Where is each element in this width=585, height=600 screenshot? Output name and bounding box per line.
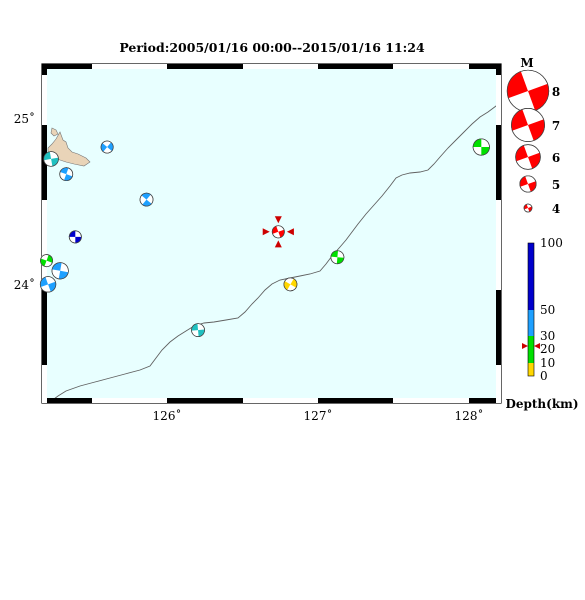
frame-bar-right bbox=[496, 125, 501, 200]
depth-band-50-100 bbox=[528, 243, 534, 310]
map-title: Period:2005/01/16 00:00--2015/01/16 11:2… bbox=[119, 40, 425, 55]
depth-colorbar: 100 50 30 20 10 0 Depth(km) bbox=[505, 236, 578, 411]
earthquake-event bbox=[271, 225, 285, 239]
frame-bar-bottom bbox=[167, 398, 243, 403]
latest-event-marker bbox=[274, 216, 282, 224]
x-tick-label: 127˚ bbox=[304, 408, 333, 423]
frame-bar-top bbox=[318, 64, 393, 69]
frame-bar-left bbox=[42, 75, 47, 125]
frame-bar-left bbox=[42, 365, 47, 403]
earthquake-event bbox=[39, 276, 57, 293]
magnitude-symbol bbox=[506, 69, 550, 113]
trench-line bbox=[49, 99, 502, 403]
depth-tick-label: 50 bbox=[540, 303, 555, 317]
earthquake-event bbox=[139, 192, 154, 207]
magnitude-symbols bbox=[506, 69, 550, 213]
earthquake-event bbox=[59, 167, 74, 182]
latest-event-marker bbox=[274, 240, 282, 248]
y-axis: 25˚ 24˚ bbox=[14, 111, 35, 292]
frame-bar-top bbox=[469, 64, 501, 69]
frame-bar-right bbox=[496, 75, 501, 125]
earthquake-event bbox=[68, 230, 82, 244]
frame-bar-bottom bbox=[42, 398, 92, 403]
magnitude-symbol bbox=[511, 108, 545, 142]
frame-bar-right bbox=[496, 290, 501, 365]
frame-bar-top bbox=[167, 64, 243, 69]
island-landmass bbox=[47, 127, 91, 167]
x-tick-label: 126˚ bbox=[153, 408, 182, 423]
earthquake-event bbox=[40, 254, 53, 268]
frame-bar-top bbox=[92, 64, 167, 69]
frame-bar-bottom bbox=[469, 398, 501, 403]
magnitude-symbol bbox=[523, 203, 533, 213]
magnitude-label: 6 bbox=[552, 151, 560, 165]
magnitude-symbol bbox=[519, 175, 537, 193]
magnitude-label: 7 bbox=[552, 119, 560, 133]
depth-tick-label: 100 bbox=[540, 236, 563, 250]
y-tick-label: 24˚ bbox=[14, 277, 35, 292]
frame-bar-left bbox=[42, 200, 47, 290]
frame-bar-bottom bbox=[243, 398, 318, 403]
y-tick-label: 25˚ bbox=[14, 111, 35, 126]
magnitude-label: 4 bbox=[552, 202, 560, 216]
depth-tick-label: 10 bbox=[540, 356, 555, 370]
earthquake-event bbox=[43, 151, 59, 167]
x-axis: 126˚ 127˚ 128˚ bbox=[153, 408, 484, 423]
frame-bar-right bbox=[496, 365, 501, 403]
frame-bar-right bbox=[496, 64, 501, 75]
magnitude-label: 8 bbox=[552, 85, 560, 99]
latest-event-marker bbox=[286, 228, 294, 236]
frame-bar-left bbox=[42, 290, 47, 365]
earthquake-events bbox=[39, 138, 490, 337]
magnitude-label: 5 bbox=[552, 178, 560, 192]
earthquake-event bbox=[330, 250, 345, 265]
depth-band-10-30 bbox=[528, 336, 534, 363]
frame-bar-bottom bbox=[393, 398, 469, 403]
magnitude-header: M bbox=[520, 56, 533, 70]
frame-bar-top bbox=[393, 64, 469, 69]
depth-bar-frame bbox=[527, 242, 535, 377]
depth-tick-label: 20 bbox=[540, 342, 555, 356]
frame-bar-top bbox=[42, 64, 92, 69]
magnitude-legend: M 8 7 6 5 4 bbox=[506, 56, 560, 216]
depth-marker-left bbox=[522, 343, 528, 349]
frame-bar-left bbox=[42, 64, 47, 75]
earthquake-event bbox=[100, 140, 114, 154]
sea bbox=[42, 64, 501, 403]
frame-bar-top bbox=[243, 64, 318, 69]
map-area bbox=[39, 63, 502, 404]
depth-band-0-10 bbox=[528, 363, 534, 376]
depth-axis-label: Depth(km) bbox=[505, 397, 578, 411]
frame-bars bbox=[42, 64, 501, 403]
frame-bar-right bbox=[496, 200, 501, 290]
earthquake-event bbox=[283, 277, 298, 292]
latest-event-marker bbox=[262, 228, 270, 236]
depth-tick-label: 30 bbox=[540, 329, 555, 343]
x-tick-label: 128˚ bbox=[455, 408, 484, 423]
earthquake-event bbox=[191, 323, 205, 337]
frame-bar-bottom bbox=[318, 398, 393, 403]
earthquake-event bbox=[51, 262, 69, 280]
depth-band-30-50 bbox=[528, 310, 534, 336]
frame-bar-bottom bbox=[92, 398, 167, 403]
magnitude-symbol bbox=[515, 144, 541, 170]
earthquake-event bbox=[472, 138, 490, 156]
depth-marker-right bbox=[534, 343, 540, 349]
depth-tick-label: 0 bbox=[540, 369, 548, 383]
